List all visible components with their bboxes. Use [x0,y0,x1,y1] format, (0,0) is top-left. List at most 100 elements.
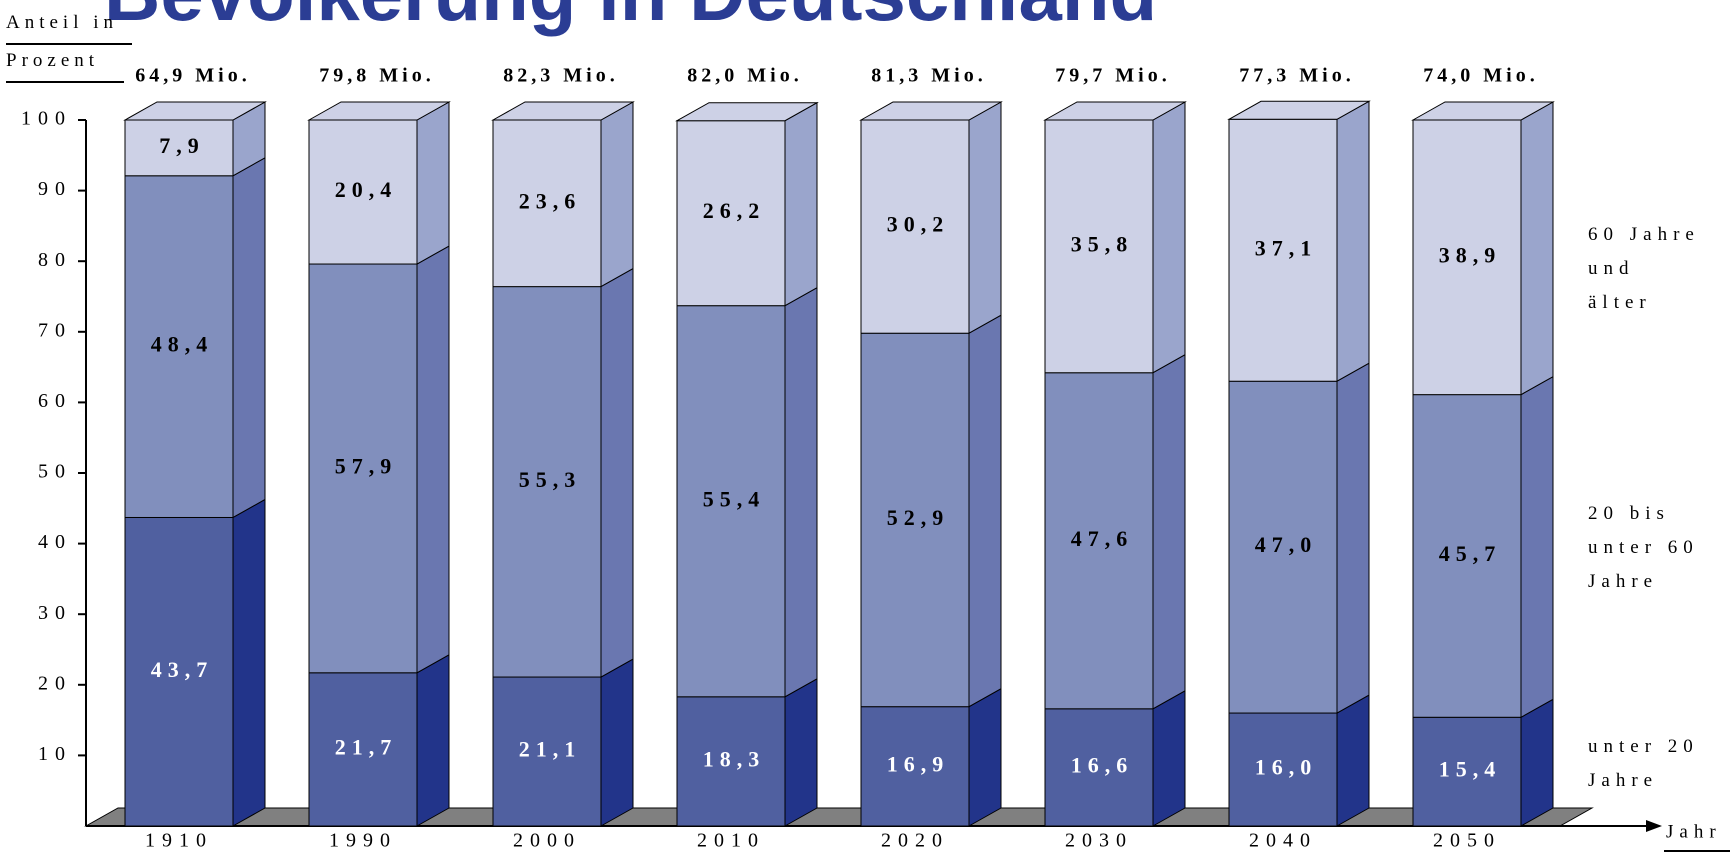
bar-top [675,102,819,122]
bar-segment [860,706,970,827]
y-tick-label: 90 [38,178,72,200]
bar-side [1336,362,1370,714]
bar-side [1336,100,1370,383]
bar-total-label: 81,3 Mio. [871,65,986,87]
x-axis-arrow [1646,820,1662,832]
bar-top [1411,101,1555,121]
bar-side [968,687,1002,827]
bar-segment [1228,118,1338,382]
bar-side [600,267,634,678]
legend-label: 60 Jahre und älter [1588,224,1700,313]
bar-side [1152,353,1186,710]
x-axis-label: Jahr [1666,821,1722,842]
y-tick-label: 10 [38,743,72,765]
y-tick-label: 100 [21,108,72,130]
y-tick-label: 50 [38,461,72,483]
bar-segment [492,119,602,288]
chart-title: Bevölkerung in Deutschland [104,0,1157,39]
bar-side [784,101,818,307]
bar-segment [1044,372,1154,710]
bar-total-label: 82,3 Mio. [503,65,618,87]
value-label: 52,9 [887,505,950,530]
value-label: 38,9 [1439,242,1502,267]
bar-segment [308,263,418,674]
bar-total-label: 64,9 Mio. [135,65,250,87]
value-label: 7,9 [159,133,205,158]
bar-segment [492,286,602,678]
bar-total-label: 77,3 Mio. [1239,65,1354,87]
bar-segment [124,119,234,177]
value-label: 16,9 [887,751,950,776]
bar-top [1227,100,1371,120]
bar-total-label: 82,0 Mio. [687,65,802,87]
value-label: 37,1 [1255,235,1318,260]
bar-top [859,101,1003,121]
bar-side [968,314,1002,708]
value-label: 16,6 [1071,752,1134,777]
x-tick-label: 2050 [1433,830,1501,852]
bar-side [232,498,266,827]
value-label: 35,8 [1071,231,1134,256]
x-tick-label: 2010 [697,830,765,852]
x-tick-label: 2020 [881,830,949,852]
bar-side [784,286,818,698]
y-tick-label: 60 [38,390,72,412]
bar-side [1152,689,1186,827]
bar-side [1520,375,1554,719]
bar-segment [1044,119,1154,374]
bar-side [600,658,634,827]
bar-segment [1412,119,1522,396]
bar-side [600,101,634,288]
value-label: 18,3 [703,746,766,771]
value-label: 47,6 [1071,526,1134,551]
bar-segment [676,305,786,698]
value-label: 21,1 [519,737,582,762]
y-tick-label: 70 [38,319,72,341]
x-tick-label: 1990 [329,830,397,852]
value-label: 15,4 [1439,757,1502,782]
value-label: 47,0 [1255,532,1318,557]
legend-label: 20 bis unter 60 Jahre [1588,503,1699,592]
bar-side [1152,101,1186,374]
bar-side [416,101,450,265]
y-tick-label: 80 [38,249,72,271]
x-tick-label: 1910 [145,830,213,852]
y-axis-label: Anteil in Prozent [6,12,119,71]
bar-segment [492,676,602,827]
x-tick-label: 2030 [1065,830,1133,852]
value-label: 16,0 [1255,755,1318,780]
bar-side [416,653,450,827]
value-label: 23,6 [519,188,582,213]
value-label: 43,7 [151,657,214,682]
bar-segment [308,119,418,265]
value-label: 55,3 [519,467,582,492]
bar-top [491,101,635,121]
bar-total-label: 79,8 Mio. [319,65,434,87]
value-label: 20,4 [335,177,398,202]
bar-side [784,677,818,827]
bar-segment [860,332,970,708]
bar-segment [1412,716,1522,827]
legend-label: unter 20 Jahre [1588,736,1699,791]
value-label: 26,2 [703,198,766,223]
bar-side [1520,101,1554,396]
bar-side [1520,698,1554,827]
bar-segment [308,672,418,827]
y-tick-label: 40 [38,531,72,553]
bar-top [307,101,451,121]
value-label: 45,7 [1439,541,1502,566]
bar-segment [676,120,786,307]
bar-side [968,101,1002,335]
value-label: 48,4 [151,332,214,357]
y-tick-label: 20 [38,672,72,694]
bar-side [232,156,266,519]
bar-segment [860,119,970,334]
value-label: 57,9 [335,453,398,478]
value-label: 30,2 [887,212,950,237]
bar-segment [1044,708,1154,827]
bar-segment [676,696,786,827]
bar-total-label: 79,7 Mio. [1055,65,1170,87]
bar-segment [1412,394,1522,718]
value-label: 55,4 [703,486,766,511]
